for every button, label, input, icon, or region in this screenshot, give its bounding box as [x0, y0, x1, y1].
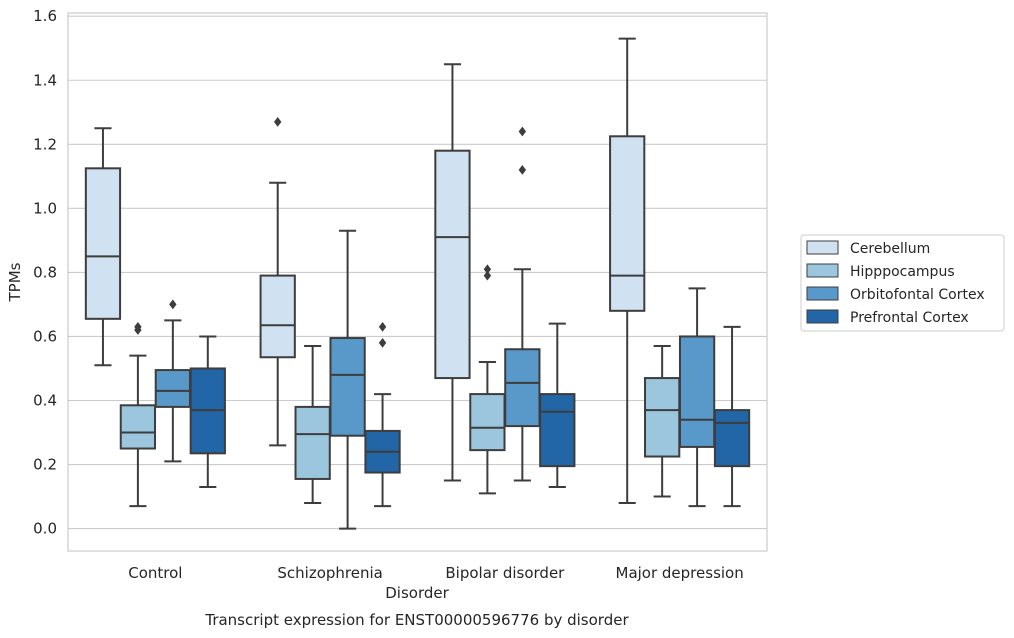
legend-swatch: [806, 286, 839, 301]
x-tick-label: Bipolar disorder: [445, 564, 565, 582]
x-tick-label: Schizophrenia: [277, 564, 382, 582]
box-body: [713, 409, 751, 468]
box-body: [259, 274, 296, 359]
box-body: [539, 393, 576, 468]
grid-lines: [68, 15, 767, 530]
y-tick-label: 0.4: [33, 391, 57, 409]
box-major-depression-hipppocampus: [644, 345, 681, 498]
box-schizophrenia-cerebellum: [259, 117, 296, 447]
box-schizophrenia-orbitofontal-cortex: [329, 229, 366, 530]
y-tick-label: 1.0: [33, 199, 57, 217]
x-tick-label: Control: [128, 564, 182, 582]
box-major-depression-orbitofontal-cortex: [678, 287, 716, 508]
box-major-depression-cerebellum: [609, 37, 646, 504]
legend-swatch: [806, 309, 839, 324]
box-body: [469, 393, 506, 452]
outlier-point: [169, 299, 177, 310]
box-schizophrenia-prefrontal-cortex: [364, 321, 401, 508]
box-bipolar-disorder-orbitofontal-cortex: [504, 126, 541, 482]
box-body: [609, 135, 646, 312]
y-tick-label: 1.6: [33, 7, 57, 25]
outlier-point: [273, 117, 282, 127]
outlier-point: [518, 165, 527, 175]
plot-background: [67, 12, 768, 552]
y-tick-label: 0.0: [33, 520, 57, 538]
box-body: [434, 149, 471, 380]
box-body: [84, 167, 122, 320]
box-control-orbitofontal-cortex: [154, 299, 191, 463]
box-bipolar-disorder-hipppocampus: [469, 264, 506, 495]
boxes: [84, 37, 751, 530]
legend-frame: [800, 234, 1005, 332]
legend-items: Cerebellum Hipppocampus Orbitofontal Corte…: [806, 240, 985, 326]
box-major-depression-prefrontal-cortex: [713, 325, 751, 508]
box-body: [294, 405, 331, 480]
box-body: [154, 369, 191, 408]
legend-swatch: [806, 240, 839, 255]
y-tick-labels: 0.0 0.2 0.4 0.6 0.8 1.0 1.2 1.4 1.6: [33, 7, 57, 537]
y-tick-label: 1.2: [33, 135, 57, 153]
x-tick-labels: Control Schizophrenia Bipolar disorder Majo…: [128, 564, 743, 582]
box-body: [119, 404, 157, 450]
box-bipolar-disorder-prefrontal-cortex: [539, 322, 576, 488]
y-axis-title: TPMs: [6, 262, 24, 302]
outlier-point: [378, 321, 387, 332]
y-tick-label: 0.8: [33, 263, 57, 281]
legend-label: Prefrontal Cortex: [850, 310, 969, 326]
y-tick-label: 0.2: [33, 456, 57, 474]
legend-swatch: [806, 263, 839, 278]
box-control-prefrontal-cortex: [189, 335, 226, 488]
outlier-point: [483, 270, 492, 281]
box-body: [678, 335, 716, 448]
box-schizophrenia-hipppocampus: [294, 345, 331, 504]
chart-title: Transcript expression for ENST0000059677…: [204, 611, 629, 629]
box-control-hipppocampus: [119, 321, 157, 508]
legend-label: Cerebellum: [850, 241, 930, 257]
outlier-point: [518, 126, 527, 137]
box-control-cerebellum: [84, 127, 122, 367]
box-bipolar-disorder-cerebellum: [434, 63, 471, 482]
box-body: [644, 377, 681, 458]
legend-label: Hipppocampus: [850, 264, 955, 280]
outlier-point: [134, 321, 142, 332]
box-body: [329, 337, 366, 437]
outlier-point: [378, 337, 387, 348]
y-tick-label: 0.6: [33, 327, 57, 345]
x-axis-title: Disorder: [385, 584, 449, 602]
legend-label: Orbitofontal Cortex: [850, 287, 985, 303]
y-tick-label: 1.4: [33, 71, 57, 89]
x-tick-label: Major depression: [616, 564, 744, 582]
box-body: [504, 348, 541, 428]
legend: Cerebellum Hipppocampus Orbitofontal Corte…: [800, 234, 1005, 332]
outlier-point: [483, 264, 492, 275]
